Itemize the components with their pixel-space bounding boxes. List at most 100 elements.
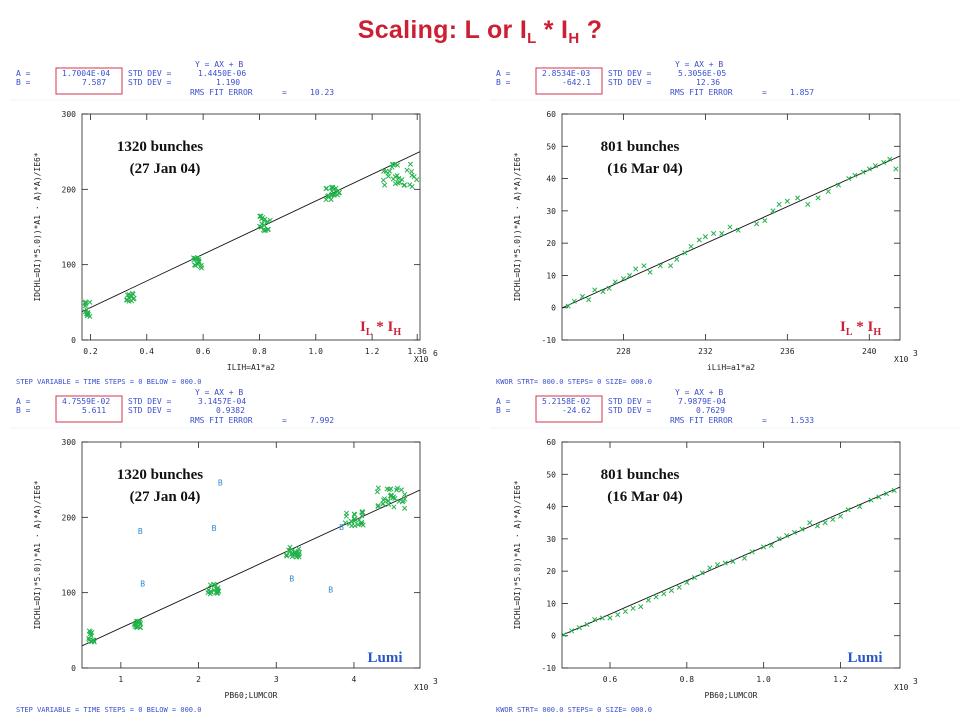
data-point (331, 186, 337, 192)
b-marker: B (218, 479, 223, 488)
data-point (212, 582, 218, 588)
bottom-status-text: KWOR STRT= 000.0 STEPS= 0 SIZE= 000.0 (496, 378, 652, 386)
data-point (711, 230, 717, 237)
fit-b-label: B = (496, 78, 511, 87)
data-point (336, 190, 342, 196)
x-tick-label: 2 (196, 675, 201, 684)
plot-frame (561, 113, 901, 341)
data-point (374, 489, 380, 495)
x-tick-label: 240 (862, 347, 877, 356)
data-point (137, 625, 143, 631)
data-point-stroke (328, 196, 334, 203)
data-point-stroke (360, 522, 366, 528)
data-point-stroke (89, 629, 95, 635)
data-point (600, 289, 606, 295)
data-point (592, 287, 598, 293)
b-marker: B (212, 524, 217, 533)
data-point-stroke (741, 555, 747, 561)
x-tick-label: 3 (274, 675, 279, 684)
data-point (668, 587, 675, 594)
chart-panel-lumi-jan: Y = AX + B A = 4.7559E-02 STD DEV = 3.1457E-… (10, 386, 480, 716)
fit-b-std-value: 1.190 (216, 78, 240, 87)
data-point-stroke (835, 182, 842, 188)
data-point-stroke (392, 161, 398, 167)
data-point-stroke (607, 615, 613, 621)
data-point-stroke (391, 504, 397, 510)
data-point-stroke (192, 262, 198, 268)
data-point-stroke (846, 176, 852, 182)
data-point (391, 504, 397, 510)
fit-a-std-value: 1.4450E-06 (198, 69, 246, 78)
data-point (682, 250, 688, 256)
x-tick-label: 0.6 (603, 675, 618, 684)
corner-label-part: * I (373, 319, 394, 335)
y-tick-label: 20 (546, 239, 556, 248)
data-point (730, 558, 736, 565)
fit-header: Y = AX + B A = 2.8534E-03 STD DEV = 5.3056E-… (490, 60, 960, 101)
data-point (284, 553, 290, 559)
data-point (346, 521, 353, 527)
data-point-stroke (87, 629, 93, 635)
data-point-stroke (375, 502, 381, 509)
data-point (85, 309, 91, 316)
data-point (402, 182, 408, 188)
data-point (872, 163, 878, 169)
data-point (884, 491, 890, 497)
y-axis-label: IDCHL=DI)*5.0))*A1 · A)*A)/IE6* (513, 480, 522, 629)
data-point (90, 637, 96, 643)
data-point-stroke (622, 608, 628, 615)
plot-area (562, 155, 900, 309)
y-tick-label: 200 (62, 185, 77, 194)
data-point (707, 565, 713, 571)
chart-panel-lumi-mar: Y = AX + B A = 5.2158E-02 STD DEV = 7.9879E-… (490, 386, 960, 716)
fit-header: Y = AX + B A = 4.7559E-02 STD DEV = 3.1457E-… (10, 388, 480, 429)
data-point (630, 605, 636, 611)
data-point-stroke (630, 605, 636, 611)
y-tick-label: 50 (546, 470, 556, 479)
fit-a-std-label: STD DEV = (128, 69, 172, 78)
data-point-stroke (402, 491, 408, 498)
data-point (837, 513, 844, 519)
data-point (791, 529, 797, 535)
data-point (719, 230, 725, 237)
data-point-stroke (653, 594, 659, 600)
data-point-stroke (257, 223, 263, 229)
data-point-stroke (749, 549, 755, 555)
data-point (814, 523, 820, 529)
data-point-stroke (633, 266, 639, 272)
x-exponent-power: 3 (433, 677, 438, 686)
data-point (784, 533, 790, 539)
data-point-stroke (571, 298, 577, 304)
corner-label-part: H (393, 327, 401, 338)
x-tick-label: 1.36 (408, 347, 427, 356)
data-point (323, 197, 329, 203)
fit-a-highlight-box (55, 67, 123, 95)
data-point-stroke (130, 291, 136, 297)
data-point-stroke (711, 230, 717, 237)
data-point-stroke (358, 521, 364, 527)
x-tick-label: 0.6 (196, 347, 211, 356)
y-tick-label: 100 (62, 261, 77, 270)
data-point-stroke (258, 213, 264, 219)
data-point-stroke (134, 618, 140, 625)
data-point-stroke (351, 511, 357, 517)
data-point (645, 597, 651, 603)
data-point-stroke (374, 489, 380, 495)
fit-a-std-value: 3.1457E-04 (198, 397, 246, 406)
data-point (388, 492, 394, 498)
corner-label-part: I (840, 319, 846, 335)
data-point-stroke (195, 261, 201, 267)
fit-header: Y = AX + B A = 5.2158E-02 STD DEV = 7.9879E-… (490, 388, 960, 429)
corner-label-part: L (366, 327, 373, 338)
data-point-stroke (592, 617, 598, 623)
data-point-stroke (263, 227, 269, 233)
fit-a-label: A = (16, 69, 31, 78)
data-point-stroke (390, 161, 396, 167)
fit-a-highlight-box (55, 395, 123, 423)
x-exponent-power: 6 (433, 349, 438, 358)
corner-label-ilih: IL * IH (840, 319, 881, 338)
data-point-stroke (385, 498, 391, 504)
y-tick-label: 20 (546, 567, 556, 576)
data-point-stroke (214, 586, 220, 592)
data-point (394, 173, 400, 179)
